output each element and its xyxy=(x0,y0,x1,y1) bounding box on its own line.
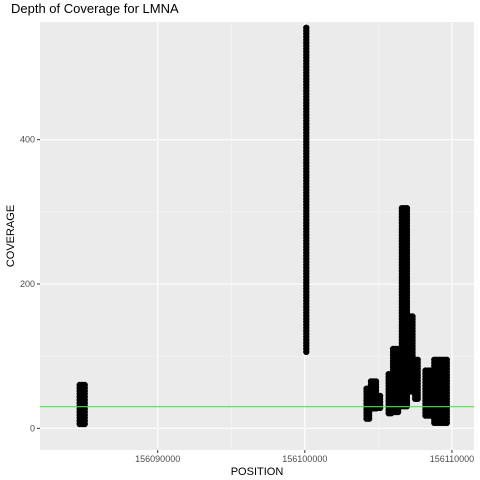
data-point xyxy=(81,420,88,428)
data-point xyxy=(303,348,310,355)
data-point xyxy=(365,415,373,422)
y-axis-title: COVERAGE xyxy=(5,205,17,267)
data-point xyxy=(414,395,421,402)
data-point xyxy=(376,404,384,412)
x-tick-label: 156100000 xyxy=(282,454,327,464)
x-axis-title: POSITION xyxy=(231,466,284,478)
x-tick-label: 156090000 xyxy=(135,454,180,464)
x-tick-label: 156110000 xyxy=(430,454,474,464)
y-tick-label: 0 xyxy=(30,423,35,433)
axis-layer: 0 200 400 156090000 156100000 156110000 xyxy=(20,135,474,464)
y-tick-label: 400 xyxy=(20,135,35,145)
data-point xyxy=(394,408,402,416)
data-point xyxy=(443,419,450,426)
chart-title: Depth of Coverage for LMNA xyxy=(11,1,179,16)
y-tick-label: 200 xyxy=(20,279,35,289)
